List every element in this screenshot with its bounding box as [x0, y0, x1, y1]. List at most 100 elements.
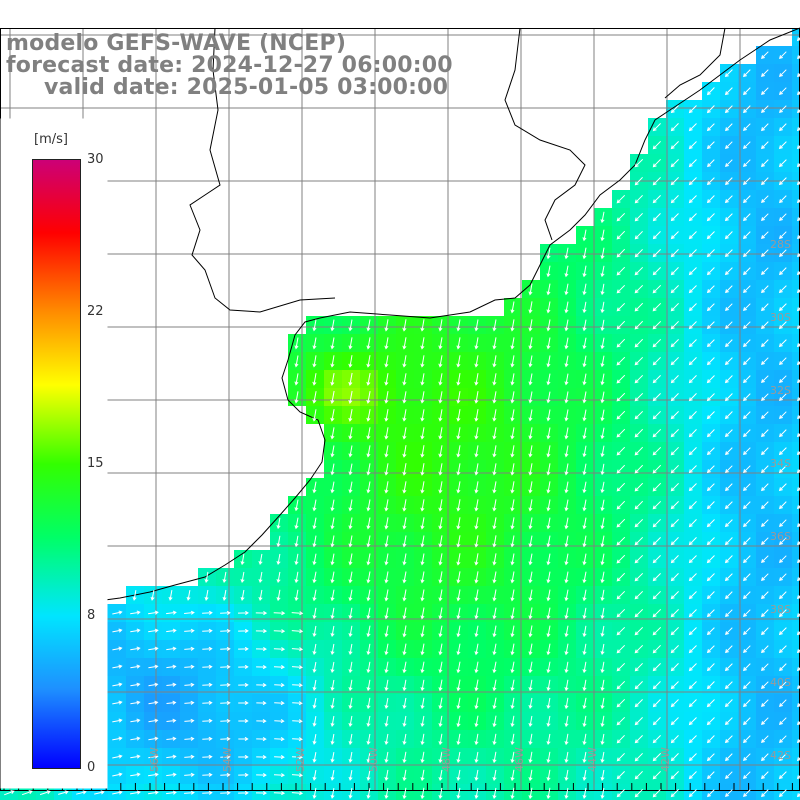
- wind-arrow: [564, 625, 569, 638]
- wind-arrow: [420, 661, 425, 674]
- wind-arrow: [202, 754, 213, 759]
- wind-arrow: [616, 320, 626, 330]
- wind-arrow: [582, 625, 587, 638]
- wind-arrow: [528, 427, 533, 440]
- wind-arrow: [616, 752, 625, 762]
- wind-cell: [792, 442, 800, 460]
- wind-arrow: [384, 697, 389, 710]
- wind-arrow: [564, 769, 569, 782]
- wind-arrow: [274, 718, 285, 724]
- wind-arrow: [528, 589, 533, 602]
- wind-arrow: [366, 769, 371, 781]
- latitude-label: 42S: [770, 749, 791, 762]
- wind-cell: [792, 388, 800, 406]
- wind-arrow: [634, 500, 644, 510]
- wind-arrow: [706, 663, 715, 672]
- wind-cell: [720, 784, 738, 800]
- wind-arrow: [330, 643, 335, 656]
- wind-arrow: [761, 411, 769, 419]
- wind-arrow: [274, 754, 285, 760]
- wind-arrow: [761, 87, 769, 95]
- wind-arrow: [456, 751, 461, 764]
- wind-arrow: [564, 265, 569, 278]
- wind-arrow: [348, 427, 353, 440]
- wind-arrow: [600, 391, 605, 404]
- wind-arrow: [456, 319, 461, 332]
- wind-arrow: [220, 754, 231, 760]
- wind-arrow: [725, 771, 733, 779]
- wind-arrow: [564, 733, 569, 746]
- wind-arrow: [366, 517, 371, 530]
- wind-arrow: [348, 589, 353, 602]
- wind-arrow: [670, 339, 679, 348]
- wind-arrow: [546, 697, 551, 710]
- wind-arrow: [724, 357, 733, 366]
- wind-arrow: [510, 715, 515, 728]
- model-title: modelo GEFS-WAVE (NCEP): [6, 31, 347, 56]
- wind-arrow: [634, 158, 644, 168]
- wind-arrow: [688, 195, 697, 204]
- wind-arrow: [456, 607, 461, 620]
- wind-arrow: [546, 715, 551, 728]
- wind-arrow: [112, 610, 123, 615]
- wind-arrow: [634, 248, 643, 258]
- wind-arrow: [670, 249, 679, 258]
- wind-arrow: [420, 769, 425, 782]
- wind-arrow: [312, 679, 317, 691]
- wind-arrow: [564, 535, 569, 548]
- wind-arrow: [600, 679, 605, 692]
- wind-arrow: [492, 625, 497, 638]
- wind-arrow: [148, 736, 159, 741]
- wind-arrow: [348, 715, 353, 728]
- wind-arrow: [743, 699, 751, 708]
- wind-arrow: [402, 391, 407, 404]
- wind-arrow: [706, 483, 715, 492]
- wind-arrow: [564, 481, 569, 494]
- wind-arrow: [743, 573, 751, 582]
- wind-arrow: [312, 517, 317, 530]
- wind-arrow: [438, 553, 443, 566]
- wind-arrow: [761, 105, 769, 113]
- wind-arrow: [761, 231, 769, 239]
- wind-arrow: [688, 699, 697, 708]
- wind-arrow: [616, 554, 626, 564]
- wind-arrow: [112, 646, 123, 651]
- wind-arrow: [274, 682, 285, 688]
- wind-arrow: [634, 482, 644, 492]
- wind-arrow: [564, 319, 569, 332]
- wind-arrow: [21, 790, 33, 796]
- wind-arrow: [402, 625, 407, 638]
- wind-arrow: [456, 409, 461, 422]
- wind-arrow: [291, 791, 304, 796]
- wind-arrow: [582, 733, 587, 746]
- wind-cell: [792, 496, 800, 514]
- wind-arrow: [255, 610, 268, 616]
- wind-arrow: [384, 481, 389, 494]
- wind-arrow: [582, 265, 587, 278]
- wind-arrow: [600, 589, 605, 602]
- wind-cell: [630, 784, 648, 800]
- wind-arrow: [634, 717, 643, 726]
- wind-arrow: [652, 446, 662, 456]
- wind-arrow: [616, 716, 626, 726]
- wind-arrow: [456, 733, 461, 746]
- wind-arrow: [492, 607, 497, 620]
- wind-arrow: [184, 646, 195, 651]
- latitude-label: 28S: [770, 238, 791, 251]
- wind-arrow: [184, 700, 195, 705]
- wind-arrow: [600, 319, 605, 332]
- wind-cell: [792, 622, 800, 640]
- wind-arrow: [420, 679, 425, 692]
- wind-arrow: [564, 409, 569, 422]
- wind-arrow: [779, 735, 787, 743]
- wind-arrow: [564, 463, 569, 476]
- wind-arrow: [402, 499, 407, 512]
- wind-arrow: [492, 517, 497, 530]
- wind-arrow: [688, 429, 697, 438]
- wind-cell: [792, 190, 800, 208]
- wind-arrow: [546, 319, 551, 332]
- coastline-segment: [664, 27, 726, 99]
- colorbar-gradient: [32, 159, 81, 769]
- wind-arrow: [330, 661, 335, 674]
- wind-arrow: [420, 571, 425, 584]
